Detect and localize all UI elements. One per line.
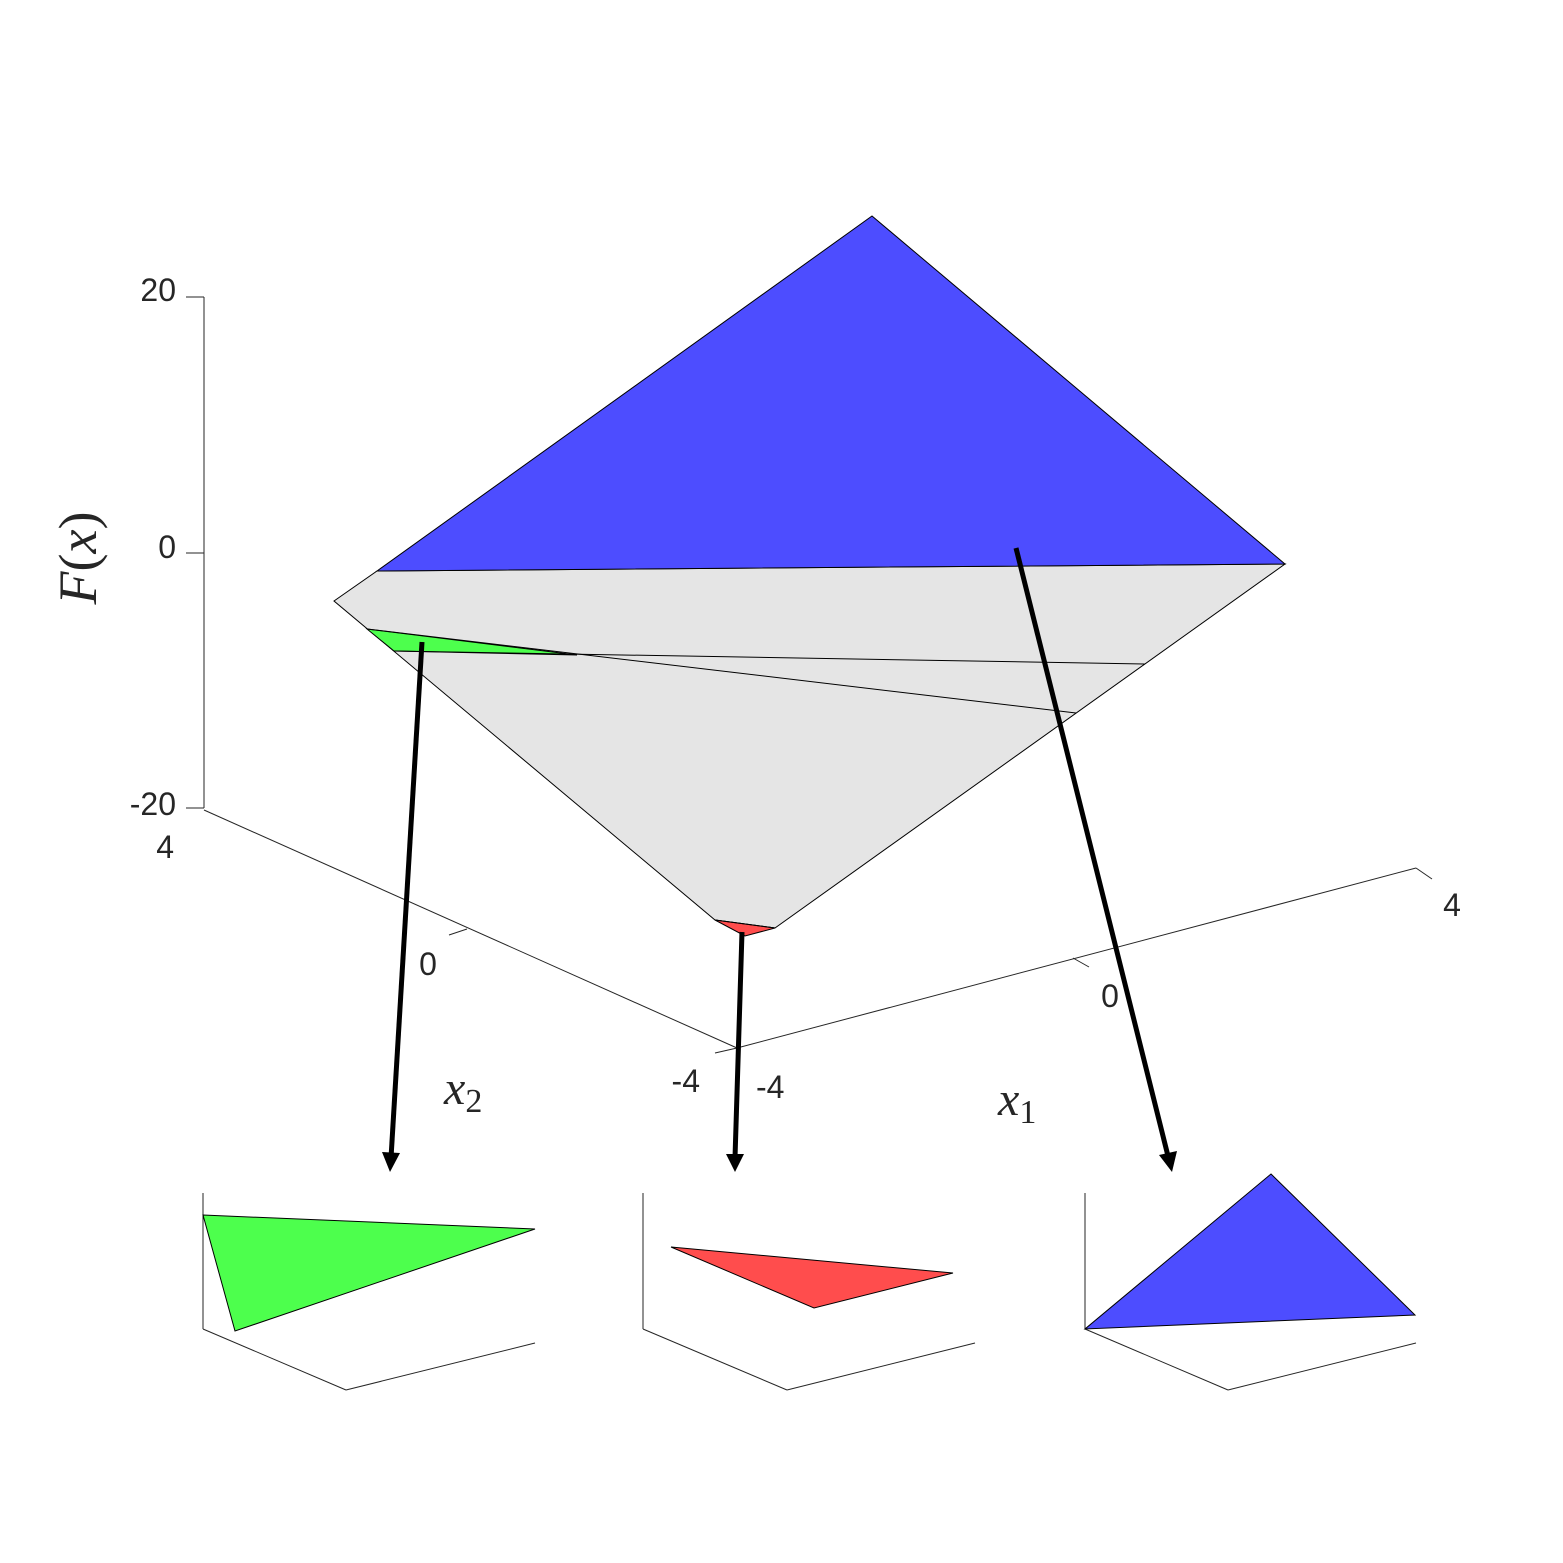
x2-tick-label-4: 4 (156, 829, 174, 865)
x2-axis-label: x2 (443, 1062, 482, 1120)
x2-tick-label-neg4: -4 (672, 1063, 700, 1099)
main-surface (333, 215, 1287, 937)
arrow-green (388, 641, 425, 1159)
x1-tick-label-neg4: -4 (756, 1069, 784, 1105)
inset-green-region (202, 1214, 536, 1332)
inset-blue-axis-a (1084, 1328, 1229, 1391)
x1-axis-line (736, 867, 1417, 1049)
x1-tick-0 (1072, 957, 1090, 968)
x2-axis-line (203, 809, 738, 1049)
svg-text:x1: x1 (997, 1073, 1036, 1131)
fold-edge-1 (366, 628, 1077, 714)
inset-red-axis-a (642, 1328, 788, 1391)
x2-tick-label-0: 0 (419, 946, 437, 982)
svg-text:x2: x2 (443, 1062, 482, 1120)
z-tick-label-0: 0 (158, 529, 176, 565)
x2-tick-neg4 (714, 1047, 738, 1054)
x2-tick-0 (448, 928, 468, 936)
gray-region-lower (333, 563, 1287, 929)
fold-edge-3 (714, 919, 776, 929)
inset-green (202, 1193, 536, 1391)
z-axis-label: F(x) (48, 512, 108, 606)
x1-axis-label: x1 (997, 1073, 1036, 1131)
inset-blue-axis-b (1227, 1342, 1417, 1391)
blue-region (375, 215, 1287, 572)
x1-tick-label-0: 0 (1101, 978, 1119, 1014)
inset-blue (1083, 1173, 1417, 1391)
z-tick-label-20: 20 (140, 272, 176, 308)
arrow-red (732, 931, 745, 1159)
arrowhead-green (382, 1152, 400, 1172)
inset-red (642, 1193, 976, 1391)
fold-edge-2 (393, 650, 1146, 665)
svg-text:F(x): F(x) (48, 512, 108, 606)
arrows (382, 547, 1177, 1172)
arrow-blue (1013, 547, 1171, 1157)
inset-green-axis-a (202, 1328, 347, 1391)
arrowhead-red (726, 1154, 744, 1172)
inset-red-axis-b (786, 1342, 976, 1391)
x1-tick-4 (1415, 867, 1433, 880)
main-axes (186, 296, 1433, 1054)
inset-green-axis-b (345, 1342, 536, 1391)
main-tick-labels: 20 0 -20 4 0 -4 -4 0 4 (130, 272, 1461, 1105)
z-tick-label-neg20: -20 (130, 786, 176, 822)
x1-tick-label-4: 4 (1443, 887, 1461, 923)
arrowhead-blue (1159, 1151, 1177, 1172)
inset-blue-region (1083, 1173, 1417, 1330)
inset-red-region (670, 1246, 954, 1309)
